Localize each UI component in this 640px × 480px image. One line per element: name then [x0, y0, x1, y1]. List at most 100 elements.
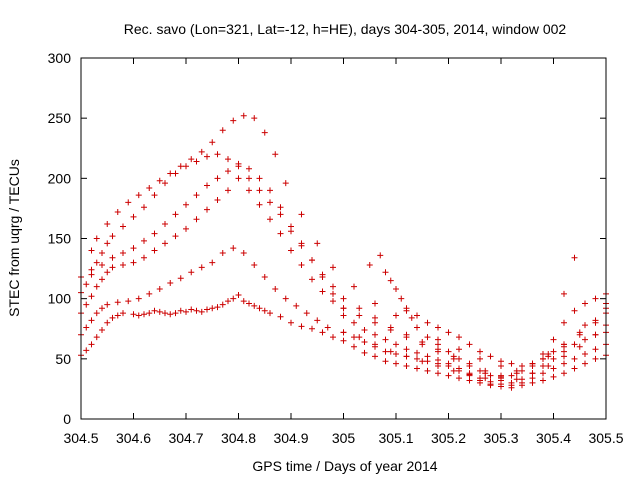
- x-tick-label: 304.5: [63, 430, 98, 446]
- data-point: [83, 347, 90, 354]
- data-point: [303, 310, 310, 317]
- data-point: [193, 307, 200, 314]
- data-point: [387, 348, 394, 355]
- data-point: [177, 163, 184, 170]
- data-point: [135, 295, 142, 302]
- data-point: [351, 319, 357, 326]
- data-point: [209, 259, 216, 266]
- data-point: [414, 324, 420, 331]
- data-point: [267, 216, 273, 223]
- data-point: [561, 319, 567, 326]
- data-point: [298, 240, 305, 247]
- data-point: [414, 349, 420, 356]
- data-point: [246, 165, 252, 172]
- data-point: [403, 353, 410, 360]
- data-point: [261, 129, 268, 136]
- data-point: [414, 312, 420, 319]
- data-point: [435, 341, 441, 348]
- data-point: [282, 180, 289, 187]
- data-point: [498, 383, 504, 390]
- data-point: [104, 240, 111, 247]
- data-point: [261, 307, 268, 314]
- data-point: [183, 225, 189, 232]
- data-point: [582, 300, 588, 307]
- data-point: [445, 363, 452, 370]
- data-point: [141, 311, 147, 318]
- data-point: [456, 346, 462, 353]
- data-point: [293, 302, 300, 309]
- data-point: [235, 175, 242, 182]
- x-axis: 304.5 304.6 304.7 304.8 304.9 305 305.1 305.2 30…: [63, 58, 624, 446]
- data-point: [382, 336, 389, 343]
- data-point: [592, 317, 599, 324]
- data-point: [529, 360, 536, 367]
- data-point: [298, 211, 305, 218]
- data-point: [487, 381, 494, 388]
- data-point: [114, 209, 121, 216]
- data-point: [251, 261, 258, 268]
- data-point: [198, 148, 205, 155]
- data-point: [151, 307, 158, 314]
- data-point: [372, 331, 378, 338]
- data-point: [246, 300, 252, 307]
- data-point: [351, 283, 357, 290]
- data-point: [120, 223, 126, 230]
- data-point: [576, 343, 583, 350]
- data-point: [214, 151, 221, 158]
- data-point: [225, 156, 231, 163]
- data-point: [330, 264, 336, 271]
- data-point: [309, 276, 315, 283]
- data-point: [162, 221, 168, 228]
- data-point: [445, 348, 452, 355]
- x-tick-label: 305.5: [588, 430, 623, 446]
- data-point: [288, 247, 294, 254]
- data-point: [309, 325, 315, 332]
- data-point: [398, 295, 405, 302]
- data-point: [466, 341, 473, 348]
- data-point: [582, 351, 588, 358]
- data-point: [146, 290, 153, 297]
- data-point: [214, 304, 221, 311]
- data-point: [162, 310, 168, 317]
- x-tick-label: 304.8: [221, 430, 256, 446]
- data-point: [393, 286, 399, 293]
- data-point: [99, 249, 105, 256]
- y-tick-label: 250: [48, 110, 72, 126]
- data-point: [540, 355, 546, 362]
- chart-title: Rec. savo (Lon=321, Lat=-12, h=HE), days…: [124, 21, 567, 37]
- data-point: [513, 367, 520, 374]
- data-point: [445, 372, 452, 379]
- data-point: [330, 334, 336, 341]
- data-point: [125, 298, 132, 305]
- data-point: [508, 372, 515, 379]
- data-point: [592, 295, 599, 302]
- data-point: [204, 182, 210, 189]
- data-point: [219, 249, 226, 256]
- data-point: [419, 358, 426, 365]
- data-point: [99, 261, 105, 268]
- data-point: [519, 379, 525, 386]
- y-tick-label: 0: [63, 411, 71, 427]
- data-point: [314, 317, 321, 324]
- data-point: [393, 312, 399, 319]
- data-point: [550, 355, 557, 362]
- data-point: [146, 184, 153, 191]
- data-point: [93, 310, 100, 317]
- data-point: [340, 295, 347, 302]
- data-point: [83, 324, 90, 331]
- y-tick-label: 100: [48, 291, 72, 307]
- data-point: [372, 343, 378, 350]
- data-point: [114, 312, 121, 319]
- data-point: [319, 329, 326, 336]
- data-point: [267, 310, 273, 317]
- data-point: [456, 334, 462, 341]
- data-point: [592, 355, 599, 362]
- data-point: [582, 360, 588, 367]
- data-point: [351, 334, 357, 341]
- x-tick-label: 304.6: [116, 430, 151, 446]
- data-point: [141, 237, 147, 244]
- data-point: [393, 351, 399, 358]
- data-point: [183, 308, 189, 315]
- data-point: [88, 317, 95, 324]
- data-point: [545, 363, 552, 370]
